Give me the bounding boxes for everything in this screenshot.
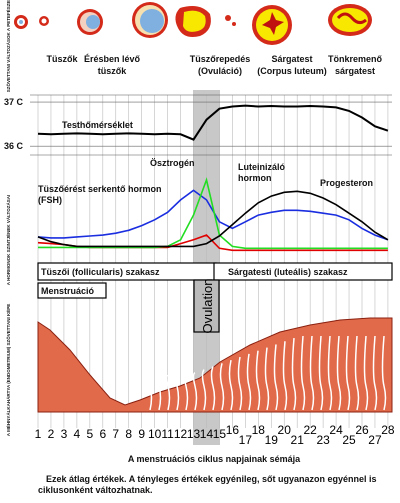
follicle-drawings xyxy=(14,2,372,45)
series-label: Tüszőérést serkentő hormon xyxy=(38,184,162,194)
day-label: 18 xyxy=(252,423,266,437)
day-label: 4 xyxy=(74,427,81,441)
day-label: 19 xyxy=(265,433,279,447)
side-label: SZÖVETTANI VÁLTOZÁSOK A PETEFÉSZEKBEN xyxy=(4,0,11,92)
phase-label: Menstruáció xyxy=(41,286,95,296)
gland xyxy=(336,335,342,411)
gland xyxy=(237,356,243,411)
day-label: 17 xyxy=(239,433,253,447)
gland xyxy=(273,344,279,411)
gland xyxy=(345,335,351,411)
day-label: 3 xyxy=(61,427,68,441)
stage-label: sárgatest xyxy=(335,66,375,76)
phase-label: Sárgatesti (luteális) szakasz xyxy=(228,267,348,277)
gland xyxy=(309,335,315,411)
gland xyxy=(264,347,270,411)
gland xyxy=(291,338,297,411)
day-label: 23 xyxy=(316,433,330,447)
hormone-line xyxy=(38,177,388,250)
x-axis-label: A menstruációs ciklus napjainak sémája xyxy=(128,454,301,464)
gland xyxy=(300,335,306,411)
stage-label: tüszők xyxy=(98,66,127,76)
stage-label: Sárgatest xyxy=(271,54,312,64)
series-label: Luteinizáló xyxy=(238,162,286,172)
ovulation-label: Ovulation xyxy=(200,279,215,334)
day-label: 26 xyxy=(355,423,369,437)
gland xyxy=(354,335,360,411)
gland xyxy=(372,335,378,411)
day-label: 16 xyxy=(226,423,240,437)
day-label: 25 xyxy=(342,433,356,447)
day-label: 1 xyxy=(35,427,42,441)
day-label: 14 xyxy=(200,427,214,441)
day-label: 27 xyxy=(368,433,382,447)
day-label: 12 xyxy=(174,427,188,441)
gland xyxy=(210,366,216,411)
day-label: 5 xyxy=(86,427,93,441)
side-label: A HORMONOK SZINTJÉNEK VÁLTOZÁSAI xyxy=(4,195,11,285)
series-label: (FSH) xyxy=(38,195,62,205)
gland xyxy=(147,374,153,411)
day-label: 28 xyxy=(381,423,395,437)
day-label: 15 xyxy=(213,427,227,441)
series-label: Progesteron xyxy=(320,178,373,188)
series-label: hormon xyxy=(238,173,272,183)
y-tick-label: 36 C xyxy=(4,141,24,151)
gland xyxy=(363,335,369,411)
gland xyxy=(219,363,225,411)
day-label: 24 xyxy=(329,423,343,437)
day-label: 22 xyxy=(303,423,317,437)
gland xyxy=(183,374,189,411)
gland xyxy=(318,335,324,411)
gland xyxy=(282,341,288,411)
gland xyxy=(327,335,333,411)
day-label: 10 xyxy=(148,427,162,441)
side-label: A MÉHNYÁLKAHÁRTYA (ENDOMETRIUM) SZÖVETTA… xyxy=(4,304,11,436)
phase-label: Tüszői (follicularis) szakasz xyxy=(41,267,160,277)
gland xyxy=(381,335,387,411)
stage-label: Érésben lévő xyxy=(84,54,141,64)
gland xyxy=(192,372,198,411)
panel-title: Testhőmérséklet xyxy=(62,120,133,130)
day-label: 2 xyxy=(48,427,55,441)
stage-label: (Corpus luteum) xyxy=(257,66,327,76)
day-label: 13 xyxy=(187,427,201,441)
y-tick-label: 37 C xyxy=(4,97,24,107)
stage-label: Tüszőrepedés xyxy=(190,54,251,64)
day-label: 6 xyxy=(99,427,106,441)
day-label: 11 xyxy=(161,427,174,441)
gland xyxy=(201,369,207,411)
gland xyxy=(165,374,171,411)
ovulation-box xyxy=(193,279,220,333)
note: ciklusonként változhatnak. xyxy=(38,485,153,495)
day-label: 7 xyxy=(112,427,119,441)
day-label: 8 xyxy=(125,427,132,441)
gland xyxy=(255,350,261,411)
note: Ezek átlag értékek. A tényleges értékek … xyxy=(46,474,376,484)
hormone-line xyxy=(37,190,389,248)
stage-label: Tüszők xyxy=(46,54,78,64)
gland xyxy=(246,353,252,411)
phase-box xyxy=(37,282,107,299)
day-label: 21 xyxy=(291,433,305,447)
series-label: Ösztrogén xyxy=(150,158,195,168)
stage-label: (Ovuláció) xyxy=(198,66,242,76)
phase-box xyxy=(213,262,393,281)
stage-label: Tönkremenő xyxy=(328,54,383,64)
day-label: 20 xyxy=(278,423,292,437)
gland xyxy=(228,359,234,411)
gland xyxy=(156,374,162,411)
temperature-line xyxy=(37,104,389,141)
day-label: 9 xyxy=(138,427,145,441)
gland xyxy=(174,374,180,411)
